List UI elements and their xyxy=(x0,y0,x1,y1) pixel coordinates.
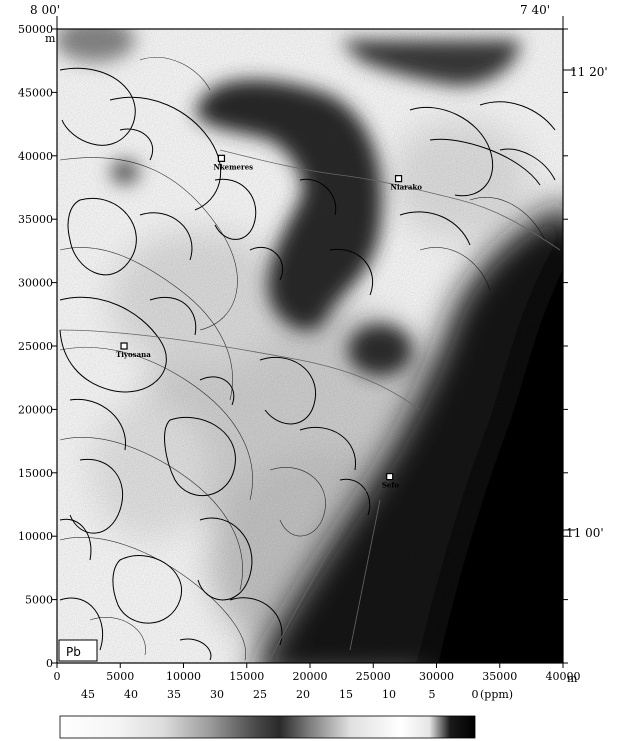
y-tick-label: 20000 xyxy=(18,403,53,416)
town-label: Nkemeres xyxy=(213,162,253,171)
legend-tick-label: 0 xyxy=(472,688,479,701)
legend-color-bar xyxy=(59,715,476,739)
x-tick-label: 35000 xyxy=(482,670,517,683)
town-marker xyxy=(394,175,403,183)
legend-tick-label: 10 xyxy=(382,688,396,701)
x-tick-label: 25000 xyxy=(356,670,391,683)
map-plot-area xyxy=(57,29,563,663)
longitude-label-west: 8 00' xyxy=(30,3,60,17)
legend-tick-label: 40 xyxy=(124,688,138,701)
legend-tick-labels: 45 40 35 30 25 20 15 10 5 0 xyxy=(81,688,479,701)
element-label: Pb xyxy=(66,645,81,659)
town-marker xyxy=(217,154,226,162)
y-tick-label: 0 xyxy=(46,657,53,670)
x-tick-label: 40000 xyxy=(546,670,581,683)
x-axis-unit: m xyxy=(567,672,578,685)
x-tick-label: 5000 xyxy=(106,670,134,683)
legend-tick-label: 15 xyxy=(339,688,353,701)
x-tick-label: 30000 xyxy=(419,670,454,683)
y-axis-ticks: 0 5000 10000 15000 20000 25000 30000 35000 40000… xyxy=(18,23,568,670)
x-tick-label: 20000 xyxy=(293,670,328,683)
legend-unit: (ppm) xyxy=(480,688,513,701)
town-marker xyxy=(386,473,394,481)
legend-tick-label: 30 xyxy=(210,688,224,701)
element-badge: Pb xyxy=(58,639,98,662)
legend-tick-label: 20 xyxy=(296,688,310,701)
legend-tick-label: 35 xyxy=(167,688,181,701)
town-label: Sefo xyxy=(382,481,400,490)
legend-tick-label: 5 xyxy=(429,688,436,701)
y-tick-label: 25000 xyxy=(18,340,53,353)
town-markers: Nkemeres Niarako Tiyosana Sefo xyxy=(116,154,423,490)
x-tick-label: 0 xyxy=(54,670,61,683)
legend-tick-label: 25 xyxy=(253,688,267,701)
town-label: Tiyosana xyxy=(116,350,151,359)
y-tick-label: 30000 xyxy=(18,277,53,290)
town-label: Niarako xyxy=(391,183,423,192)
contour-lines-thin xyxy=(59,57,546,661)
frame-corner-ticks xyxy=(56,16,575,531)
y-axis-unit: m xyxy=(45,32,56,45)
x-tick-label: 15000 xyxy=(229,670,264,683)
y-tick-label: 40000 xyxy=(18,150,53,163)
y-tick-label: 50000 xyxy=(18,23,53,36)
legend-tick-label: 45 xyxy=(81,688,95,701)
latitude-label-south: 11 00' xyxy=(566,526,604,540)
y-tick-label: 45000 xyxy=(18,86,53,99)
y-tick-label: 35000 xyxy=(18,213,53,226)
x-axis-ticks: 0 5000 10000 15000 20000 25000 30000 35000 40000 xyxy=(54,663,581,683)
y-tick-label: 5000 xyxy=(25,594,53,607)
town-marker xyxy=(120,342,128,350)
y-tick-label: 15000 xyxy=(18,467,53,480)
latitude-label-north: 11 20' xyxy=(570,65,608,79)
longitude-label-east: 7 40' xyxy=(520,3,550,17)
y-tick-label: 10000 xyxy=(18,530,53,543)
roads-rivers xyxy=(59,149,561,661)
x-tick-label: 10000 xyxy=(166,670,201,683)
